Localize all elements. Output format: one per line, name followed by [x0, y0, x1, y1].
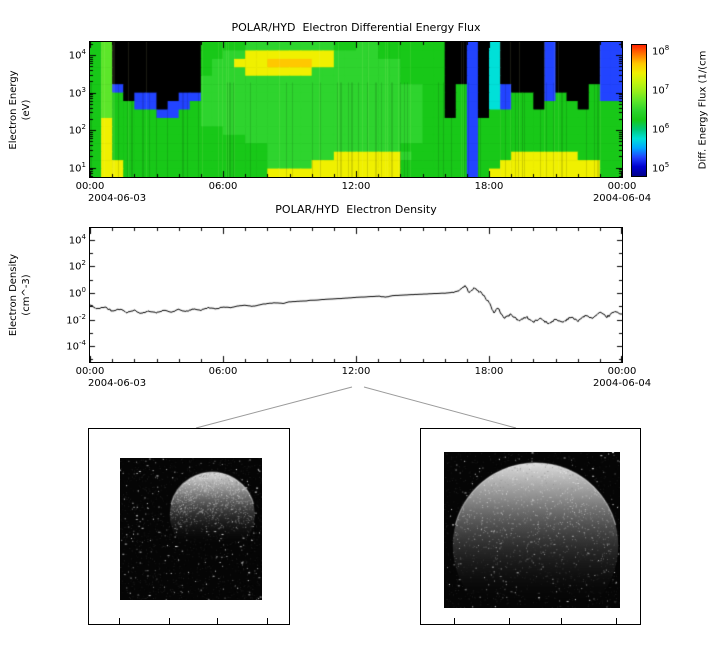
spectrogram-y-tick-label: 102: [68, 123, 86, 137]
density-y-tick-label: 10-4: [66, 339, 86, 353]
aurora-box-right-tick: [561, 618, 563, 624]
density-y-tick-label: 102: [68, 259, 86, 273]
density-x-tick-label: 00:00: [75, 366, 105, 377]
density-frame: [89, 227, 623, 363]
density-title: POLAR/HYD Electron Density: [275, 203, 437, 216]
colorbar-tick-label: 107: [652, 82, 670, 97]
density-x-tick-label: 18:00: [474, 366, 504, 377]
aurora-box-left-tick: [169, 618, 170, 624]
density-canvas: [90, 228, 622, 362]
colorbar-tick-label: 105: [652, 161, 670, 175]
spectrogram-x-tick-label: 00:00: [607, 181, 637, 192]
spectrogram-canvas: [90, 42, 622, 177]
aurora-box-right-tick: [508, 618, 510, 624]
spectrogram-y-tick-label: 104: [68, 48, 86, 62]
aurora-box-left-tick: [119, 618, 120, 624]
spectrogram-x-tick-label: 00:00: [75, 181, 105, 192]
colorbar-tick-label: 108: [652, 43, 670, 58]
aurora-box-left-tick: [217, 618, 218, 624]
density-y-axis-label-line1: Electron Density: [8, 253, 19, 337]
spectrogram-y-axis-label: Electron Energy (eV): [7, 70, 33, 149]
callout-line-right: [363, 386, 517, 429]
spectrogram-frame: [89, 41, 623, 178]
spectrogram-date-end: 2004-06-04: [592, 193, 652, 204]
aurora-box-left-tick: [267, 618, 268, 624]
colorbar-tick-label: 106: [652, 122, 670, 136]
density-x-tick-label: 00:00: [607, 366, 637, 377]
spectrogram-x-tick-label: 12:00: [341, 181, 371, 192]
spectrogram-y-axis-label-line1: Electron Energy: [8, 70, 19, 150]
colorbar-frame: [631, 44, 647, 177]
spectrogram-x-tick-label: 06:00: [208, 181, 238, 192]
aurora-box-right-tick: [615, 618, 617, 624]
aurora-image-right: [444, 452, 620, 608]
aurora-image-box-left: [88, 428, 290, 625]
spectrogram-y-tick-label: 101: [68, 160, 86, 174]
density-y-tick-label: 10-2: [66, 312, 86, 326]
aurora-image-box-right: [420, 428, 641, 625]
density-date-end: 2004-06-04: [592, 378, 652, 389]
spectrogram-x-tick-label: 18:00: [474, 181, 504, 192]
density-x-tick-label: 12:00: [341, 366, 371, 377]
spectrogram-date-start: 2004-06-03: [88, 193, 147, 204]
density-y-tick-label: 104: [68, 232, 86, 247]
spectrogram-title: POLAR/HYD Electron Differential Energy F…: [231, 21, 481, 34]
density-x-tick-label: 06:00: [208, 366, 238, 377]
aurora-image-left: [120, 458, 262, 600]
spectrogram-y-axis-label-line2: (eV): [21, 99, 32, 121]
callout-line-left: [195, 386, 353, 429]
colorbar-axis-label: Diff. Energy Flux (1/(cm: [697, 50, 709, 170]
spectrogram-y-tick-label: 103: [68, 85, 86, 99]
density-y-axis-label: Electron Density (cm^-3): [7, 254, 33, 336]
aurora-box-right-tick: [453, 618, 455, 624]
colorbar-canvas: [632, 45, 646, 176]
density-y-axis-label-line2: (cm^-3): [21, 274, 32, 316]
density-date-start: 2004-06-03: [88, 378, 147, 389]
density-y-tick-label: 100: [68, 286, 86, 300]
